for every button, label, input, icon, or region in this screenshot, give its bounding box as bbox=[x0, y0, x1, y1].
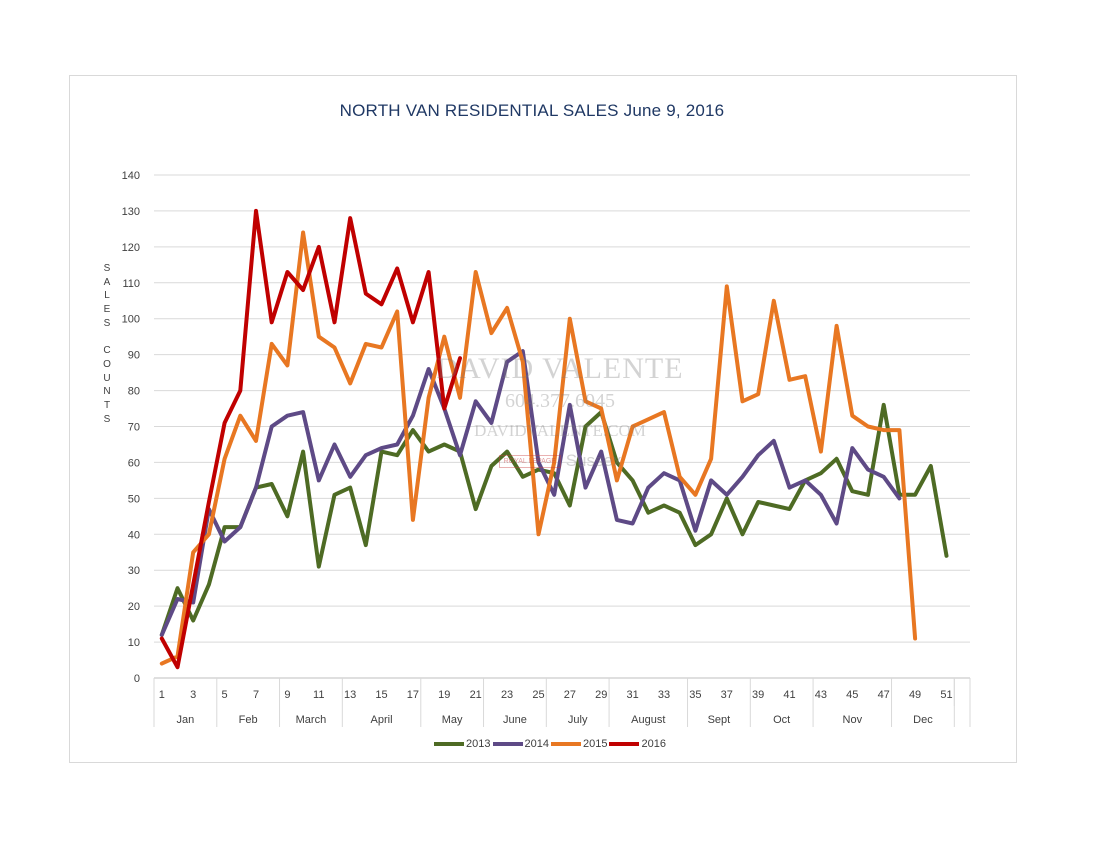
y-tick-label: 40 bbox=[128, 529, 140, 541]
x-tick-label: 1 bbox=[159, 689, 165, 701]
y-tick-label: 0 bbox=[134, 673, 140, 685]
legend-swatch bbox=[434, 742, 465, 746]
x-tick-label: 45 bbox=[846, 689, 858, 701]
y-tick-label: 140 bbox=[122, 170, 140, 182]
x-tick-label: 15 bbox=[375, 689, 387, 701]
y-axis-label-letter: S bbox=[103, 413, 111, 425]
month-label: Sept bbox=[708, 714, 731, 726]
month-label: Oct bbox=[773, 714, 790, 726]
x-tick-label: 25 bbox=[532, 689, 544, 701]
y-axis-label-letter: S bbox=[103, 263, 111, 274]
x-tick-label: 5 bbox=[222, 689, 228, 701]
y-tick-label: 130 bbox=[122, 206, 140, 218]
chart-title: NORTH VAN RESIDENTIAL SALES June 9, 2016 bbox=[339, 101, 725, 120]
y-axis-label-letter: E bbox=[103, 304, 111, 316]
x-tick-label: 31 bbox=[626, 689, 638, 701]
x-tick-label: 49 bbox=[909, 689, 921, 701]
series-line-2013 bbox=[159, 402, 949, 637]
y-axis-label-letter: S bbox=[103, 317, 111, 329]
month-label: July bbox=[568, 714, 588, 726]
month-label: April bbox=[371, 714, 393, 726]
month-label: Dec bbox=[913, 714, 933, 726]
month-label: Nov bbox=[843, 714, 863, 726]
x-tick-label: 29 bbox=[595, 689, 607, 701]
legend-item-2015: 2015 bbox=[551, 738, 607, 750]
legend-label: 2015 bbox=[583, 738, 608, 750]
legend-item-2013: 2013 bbox=[434, 738, 491, 750]
month-label: Feb bbox=[239, 714, 258, 726]
y-tick-label: 30 bbox=[128, 565, 140, 577]
legend-swatch bbox=[609, 742, 640, 746]
x-tick-label: 17 bbox=[407, 689, 419, 701]
y-axis-label-letter: T bbox=[103, 399, 111, 411]
y-tick-label: 120 bbox=[122, 242, 140, 254]
y-axis-label-letter: L bbox=[104, 290, 110, 302]
y-axis-label-letter: U bbox=[103, 372, 111, 384]
chart-legend: 2013 2014 2015 2016 bbox=[0, 737, 1100, 750]
x-tick-label: 9 bbox=[284, 689, 290, 701]
y-tick-label: 100 bbox=[122, 314, 140, 326]
x-tick-label: 27 bbox=[564, 689, 576, 701]
legend-label: 2016 bbox=[641, 738, 666, 750]
x-tick-label: 39 bbox=[752, 689, 764, 701]
x-tick-label: 37 bbox=[721, 689, 733, 701]
x-tick-label: 23 bbox=[501, 689, 513, 701]
x-tick-label: 47 bbox=[878, 689, 890, 701]
x-tick-label: 51 bbox=[940, 689, 952, 701]
y-tick-label: 20 bbox=[128, 601, 140, 613]
series-line-2014 bbox=[159, 349, 902, 637]
legend-swatch bbox=[551, 742, 581, 746]
y-tick-label: 60 bbox=[128, 457, 140, 469]
month-label: August bbox=[631, 714, 665, 726]
x-tick-label: 41 bbox=[783, 689, 795, 701]
legend-label: 2013 bbox=[466, 738, 491, 750]
y-tick-label: 80 bbox=[128, 386, 140, 398]
y-tick-label: 110 bbox=[122, 278, 140, 290]
month-label: Jan bbox=[177, 714, 195, 726]
x-tick-label: 35 bbox=[689, 689, 701, 701]
x-tick-label: 7 bbox=[253, 689, 259, 701]
y-tick-label: 70 bbox=[128, 422, 140, 434]
legend-item-2014: 2014 bbox=[492, 738, 549, 750]
month-label: March bbox=[296, 714, 327, 726]
series-line-2015 bbox=[159, 230, 918, 666]
y-tick-label: 10 bbox=[128, 637, 140, 649]
series-line-2016 bbox=[159, 208, 462, 670]
y-axis-label-letter: A bbox=[103, 276, 111, 288]
legend-swatch bbox=[492, 742, 523, 746]
y-tick-label: 90 bbox=[128, 350, 140, 362]
legend-item-2016: 2016 bbox=[609, 738, 666, 750]
x-tick-label: 19 bbox=[438, 689, 450, 701]
month-label: June bbox=[503, 714, 527, 726]
legend-label: 2014 bbox=[524, 738, 549, 750]
y-axis-label-letter: N bbox=[103, 386, 111, 398]
x-tick-label: 21 bbox=[470, 689, 482, 701]
y-tick-label: 50 bbox=[128, 493, 140, 505]
x-tick-label: 11 bbox=[313, 689, 324, 701]
month-label: May bbox=[442, 714, 463, 726]
x-tick-label: 3 bbox=[190, 689, 196, 701]
x-tick-label: 33 bbox=[658, 689, 670, 701]
x-tick-label: 43 bbox=[815, 689, 827, 701]
y-axis-label-letter: C bbox=[103, 345, 111, 357]
y-axis-label-letter: O bbox=[103, 358, 111, 370]
x-tick-label: 13 bbox=[344, 689, 356, 701]
